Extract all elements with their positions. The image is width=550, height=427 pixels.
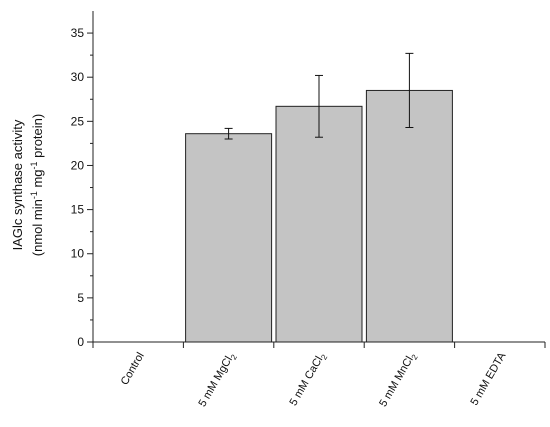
y-tick-label: 25 (71, 114, 85, 128)
y-tick-label: 20 (71, 158, 85, 172)
y-tick-label: 30 (71, 70, 85, 84)
y-axis-title-line1: IAGlc synthase activity (10, 119, 25, 250)
error-bar (315, 74, 323, 138)
y-tick-label: 10 (71, 247, 85, 261)
y-tick-label: 5 (77, 291, 84, 305)
bar (365, 89, 453, 343)
x-tick-label: 5 mM MgCl2 (196, 350, 239, 410)
y-axis-title: IAGlc synthase activity (nmol min-1 mg-1… (10, 114, 45, 256)
error-bars (224, 52, 414, 140)
y-tick-label: 15 (71, 203, 85, 217)
x-axis (92, 341, 546, 348)
x-tick-labels: Control 5 mM MgCl2 5 mM CaCl2 5 mM MnCl2 5 m… (119, 350, 509, 410)
bar (185, 133, 273, 343)
y-tick-label: 35 (71, 26, 85, 40)
y-tick-label: 0 (77, 335, 84, 349)
error-bar (224, 127, 233, 140)
x-tick-label: 5 mM CaCl2 (287, 350, 329, 409)
bars (185, 89, 453, 343)
y-axis: 0 5 10 15 20 25 30 35 (71, 11, 94, 349)
y-axis-title-line2: (nmol min-1 mg-1 protein) (29, 114, 45, 256)
x-tick-label: Control (119, 351, 147, 388)
error-bar (405, 52, 414, 129)
x-tick-label: 5 mM EDTA (468, 350, 508, 408)
bar (275, 105, 363, 343)
x-tick-label: 5 mM MnCl2 (377, 350, 420, 410)
